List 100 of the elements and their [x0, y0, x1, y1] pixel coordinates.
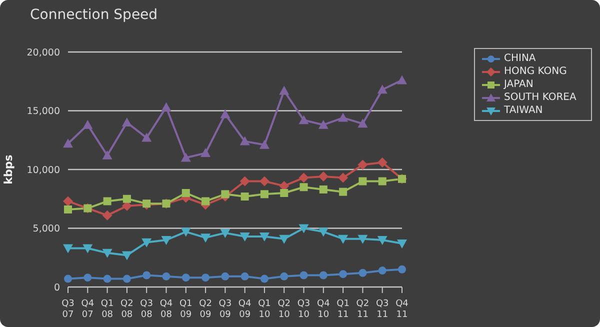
point: [397, 75, 407, 84]
point: [260, 190, 268, 198]
point: [259, 232, 270, 242]
point: [279, 86, 290, 95]
point: [300, 271, 308, 280]
point: [397, 240, 407, 249]
point: [63, 138, 73, 148]
point: [122, 194, 131, 203]
x-tick-label: Q3 09: [218, 299, 232, 320]
point: [377, 84, 388, 94]
y-axis-title: kbps: [2, 154, 15, 184]
point: [319, 185, 328, 194]
point: [398, 265, 406, 274]
point: [377, 236, 388, 245]
point: [180, 228, 191, 237]
point: [202, 274, 210, 282]
point: [220, 109, 230, 118]
point: [82, 120, 93, 129]
point: [259, 176, 270, 186]
point: [339, 270, 348, 278]
point: [180, 152, 191, 162]
point: [64, 205, 72, 214]
point: [122, 251, 132, 260]
y-tick-label: 5,000: [32, 224, 60, 235]
x-tick-label: Q3 08: [140, 299, 153, 320]
x-tick-label: Q4 09: [238, 299, 252, 320]
point: [122, 118, 132, 126]
point: [338, 172, 348, 183]
y-tick-label: 10,000: [26, 164, 60, 176]
y-tick-label: 0: [54, 282, 60, 294]
point: [260, 274, 268, 283]
point: [280, 189, 288, 197]
y-tick-label: 15,000: [26, 106, 60, 118]
legend-label: HONG KONG: [504, 66, 567, 77]
point: [358, 268, 367, 277]
point: [358, 234, 368, 244]
point: [377, 157, 388, 168]
point: [220, 228, 230, 238]
point: [259, 140, 270, 149]
legend-label: JAPAN: [504, 79, 534, 90]
point: [298, 172, 309, 183]
point: [63, 244, 73, 254]
point: [161, 236, 172, 245]
point: [279, 234, 290, 244]
point: [338, 112, 348, 122]
point: [339, 188, 348, 196]
legend-label: TAIWAN: [504, 105, 543, 116]
x-tick-label: Q4 10: [317, 299, 330, 320]
x-tick-label: Q4 07: [81, 299, 94, 320]
point: [200, 234, 211, 243]
point: [142, 271, 151, 280]
point: [182, 274, 190, 282]
point: [240, 176, 250, 186]
x-tick-label: Q2 08: [120, 299, 134, 320]
x-tick-label: Q1 10: [258, 299, 271, 320]
x-tick-label: Q1 09: [179, 299, 192, 320]
point: [162, 272, 170, 280]
point: [102, 210, 112, 220]
x-tick-label: Q4 11: [396, 299, 409, 320]
point: [358, 177, 367, 186]
x-tick-label: Q1 08: [100, 299, 114, 320]
point: [318, 120, 328, 129]
x-tick-label: Q2 11: [356, 299, 370, 320]
point: [202, 197, 210, 206]
x-tick-label: Q3 07: [62, 299, 74, 320]
point: [103, 274, 112, 283]
point: [298, 224, 309, 234]
point: [103, 197, 112, 206]
point: [240, 272, 249, 280]
point: [122, 274, 131, 283]
chart-title: Connection Speed: [30, 7, 158, 23]
point: [298, 115, 309, 124]
point: [338, 234, 348, 244]
point: [280, 272, 288, 280]
point: [161, 102, 172, 112]
point: [318, 228, 328, 237]
x-tick-label: Q2 10: [278, 299, 291, 320]
point: [300, 183, 308, 192]
x-tick-label: Q3 11: [376, 299, 389, 320]
y-tick-label: 20,000: [26, 47, 60, 58]
point: [84, 274, 92, 282]
point: [63, 196, 73, 206]
legend-label: SOUTH KOREA: [504, 92, 576, 103]
point: [318, 172, 328, 182]
x-tick-label: Q1 11: [336, 299, 350, 320]
point: [102, 248, 112, 258]
point: [82, 244, 93, 254]
point: [182, 189, 190, 197]
point: [240, 232, 250, 242]
legend-label: CHINA: [504, 53, 536, 64]
point: [200, 148, 211, 158]
point: [102, 150, 112, 160]
x-tick-label: Q2 09: [199, 299, 212, 320]
point: [221, 272, 230, 280]
point: [142, 238, 152, 248]
point: [64, 274, 72, 283]
point: [378, 177, 386, 186]
point: [358, 160, 368, 170]
point: [319, 271, 328, 280]
point: [358, 118, 368, 128]
